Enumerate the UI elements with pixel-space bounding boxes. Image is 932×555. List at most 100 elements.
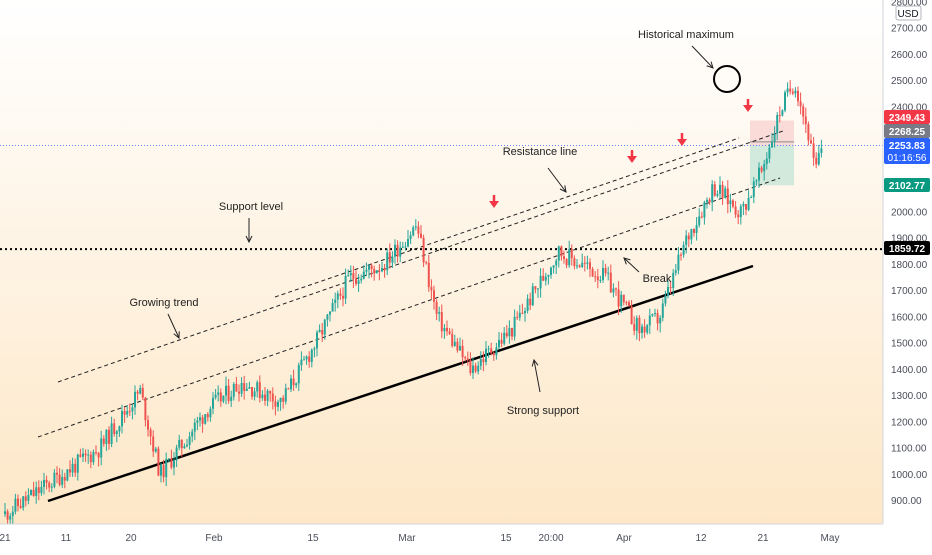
candle-body [147,420,149,430]
candle-body [261,394,264,399]
candle-body [396,244,399,257]
annotation-arrowhead-icon [559,185,567,193]
candle-body [479,359,482,366]
candle-body [656,313,659,324]
candle-body [84,453,87,456]
candle-body [440,312,443,332]
candle-body [781,110,784,116]
candle-body [14,498,17,512]
price-tag [884,138,930,164]
candle-body [43,479,45,487]
candle-body [815,157,818,165]
candle-body [191,431,194,437]
candle-body [131,407,134,412]
candle-body [45,479,48,483]
candle-body [53,472,56,487]
candle-body [175,447,178,461]
candle-body [183,446,186,449]
candle-body [737,214,740,218]
candle-body [394,244,396,257]
candle-body [804,116,807,125]
candle-body [630,306,633,325]
candle-body [578,265,581,267]
candle-body [641,326,643,334]
candle-body [789,88,792,92]
candle-body [760,167,763,172]
candle-body [812,143,815,158]
candle-body [292,378,295,386]
candle-body [329,311,331,315]
candle-body [196,420,199,423]
candle-body [401,246,404,248]
candle-body [381,268,383,272]
candle-body [284,388,287,402]
price-tag-label: 2268.25 [889,127,926,138]
price-tag [884,241,930,255]
candle-body [82,453,84,457]
candle-body [648,315,651,326]
candle-body [565,258,568,266]
annotation-arrowhead-icon [531,358,539,367]
candle-body [604,267,607,274]
price-tick-label: 2700.00 [891,24,928,35]
candle-body [747,197,750,210]
candle-body [412,227,415,236]
candle-body [664,295,667,304]
candle-body [485,348,487,363]
candle-body [313,348,316,350]
candle-body [162,465,165,478]
candle-body [201,417,204,424]
candle-body [360,278,363,281]
candle-body [799,101,802,107]
price-tag-label: 1859.72 [889,244,926,255]
candle-body [685,235,688,245]
annotation-arrowhead-icon [623,257,631,265]
candle-body [732,200,734,207]
candle-body [438,312,441,314]
candle-body [277,402,279,407]
candle-body [92,451,95,463]
candle-body [700,216,703,218]
candle-body [784,92,786,111]
candle-body [269,390,272,394]
candle-body [752,181,755,198]
time-tick-label: 21 [757,533,769,544]
candle-body [165,459,168,478]
candle-body [204,414,207,424]
channel-upper-line [57,130,784,383]
candle-body [274,401,277,407]
price-tick-label: 1500.00 [891,339,928,350]
time-tick-label: Feb [205,533,223,544]
time-tick-label: 21 [0,533,11,544]
candle-body [547,274,550,277]
candle-body [157,448,160,476]
candle-body [331,302,334,312]
candle-body [11,511,14,517]
candle-body [222,395,225,402]
candle-body [305,356,308,360]
candle-body [716,193,719,196]
candle-body [9,516,12,520]
candle-body [464,357,467,359]
candle-body [703,202,706,218]
candle-body [375,270,378,274]
candle-body [258,382,261,399]
candle-body [227,385,230,401]
candle-body [308,356,311,362]
candle-body [245,388,248,391]
candle-body [22,496,25,508]
price-tag-label: 2349.43 [889,113,926,124]
candle-body [417,226,420,234]
candle-body [108,429,110,444]
candle-body [110,423,113,444]
candle-body [136,391,139,394]
candle-body [625,302,628,304]
candle-body [448,331,451,334]
candle-body [321,330,324,335]
time-tick-label: 15 [307,533,319,544]
candle-body [573,258,576,267]
candle-body [144,397,147,421]
candle-body [139,387,142,394]
